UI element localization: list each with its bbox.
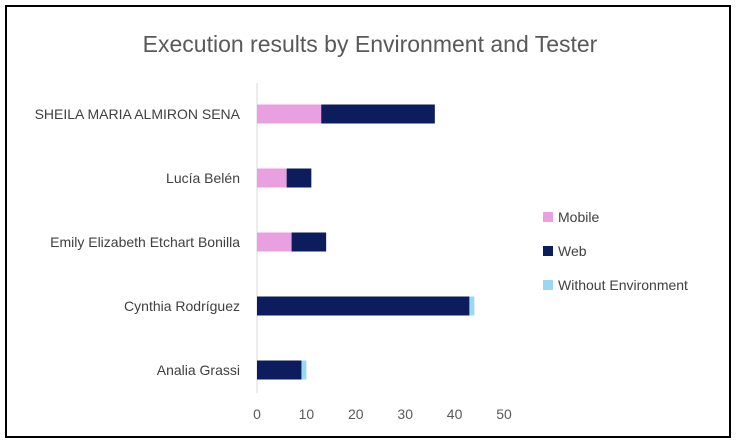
bar-web [291,232,327,252]
bar-mobile [257,104,322,124]
x-tick-label: 30 [397,406,413,422]
legend-label: Web [558,243,587,259]
chart-frame: Execution results by Environment and Tes… [5,5,731,438]
legend: Mobile Web Without Environment [543,209,688,293]
x-tick-label: 50 [496,406,512,422]
chart-title: Execution results by Environment and Tes… [143,31,598,57]
x-tick-label: 40 [447,406,463,422]
bar-mobile [257,232,292,252]
category-label: Cynthia Rodríguez [124,298,240,314]
bar-web [321,104,435,124]
legend-swatch [543,246,553,256]
bar-web [257,360,302,380]
bar-mobile [257,168,287,188]
category-label: Lucía Belén [166,170,240,186]
category-label: Analia Grassi [157,362,240,378]
legend-label: Mobile [558,209,599,225]
bar-without-environment [301,360,307,380]
plot-area: SHEILA MARIA ALMIRON SENA Lucía Belén Emil… [35,83,512,422]
x-tick-label: 10 [299,406,315,422]
x-tick-label: 0 [253,406,261,422]
legend-swatch [543,212,553,222]
legend-label: Without Environment [558,277,688,293]
x-tick-label: 20 [348,406,364,422]
category-label: Emily Elizabeth Etchart Bonilla [50,234,240,250]
legend-swatch [543,280,553,290]
category-label: SHEILA MARIA ALMIRON SENA [35,106,241,122]
bar-chart: Execution results by Environment and Tes… [35,31,688,422]
bar-web [257,296,470,316]
bar-without-environment [469,296,475,316]
bar-web [286,168,312,188]
